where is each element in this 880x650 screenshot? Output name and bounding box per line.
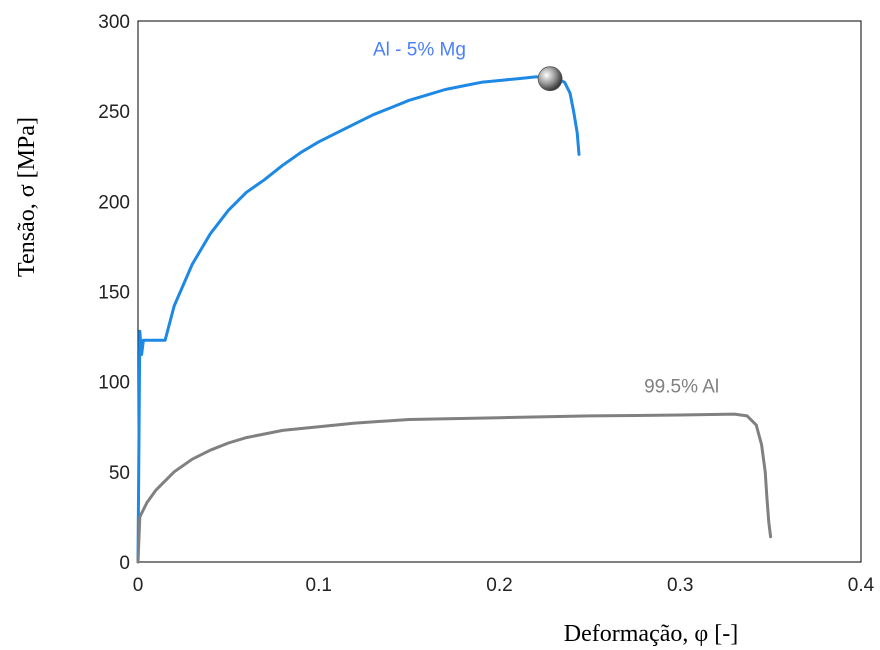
series-layer [136,66,773,564]
x-axis-title: Deformação, φ [-] [564,621,738,647]
series-line-al-99-5 [136,412,773,564]
y-tick-label: 300 [98,12,130,33]
x-tick-label: 0.2 [486,575,512,596]
fracture-marker [537,66,563,92]
series-line-al-5mg [136,75,581,564]
y-tick-label: 100 [98,373,130,394]
y-axis-title: Tensão, σ [MPa] [14,117,40,277]
x-axis-ticks: 0 0.1 0.2 0.3 0.4 [133,575,875,596]
x-tick-label: 0.3 [667,575,693,596]
x-tick-label: 0 [133,575,144,596]
plot-area-frame [137,20,862,563]
y-axis-ticks: 0 50 100 150 200 250 300 [98,12,130,574]
series-annotation-label: Al - 5% Mg [373,39,466,60]
x-tick-label: 0.1 [306,575,332,596]
y-tick-label: 150 [98,283,130,304]
series-annotation-label: 99.5% Al [644,376,719,397]
y-tick-label: 250 [98,102,130,123]
y-tick-label: 0 [119,553,130,574]
y-tick-label: 50 [109,463,130,484]
y-tick-label: 200 [98,192,130,213]
annotation-layer: Al - 5% Mg 99.5% Al [373,39,719,397]
x-tick-label: 0.4 [848,575,875,596]
